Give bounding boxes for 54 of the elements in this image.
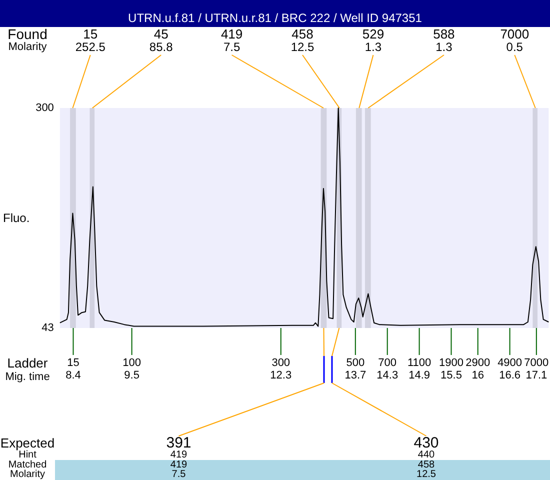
annotation: 1.3 <box>436 40 453 54</box>
text: 7.5 <box>172 469 186 480</box>
x-tick-label: 16.6 <box>499 370 521 382</box>
x-tick-label: 12.3 <box>270 370 292 382</box>
text: 458 <box>418 460 436 470</box>
annotation: 85.8 <box>149 40 174 54</box>
y-axis-title: Fluo. <box>2 211 30 225</box>
band-label: 529 <box>362 26 384 42</box>
text: Molarity <box>10 469 46 480</box>
text: 440 <box>418 450 436 460</box>
annotation: 2900 <box>466 357 490 369</box>
text: 419 <box>170 460 188 470</box>
text: Ladder <box>7 356 48 370</box>
x-tick-label: 8.4 <box>66 370 81 382</box>
text: Found <box>8 26 48 42</box>
annotation: 7.5 <box>223 40 240 54</box>
annotation: 700 <box>378 357 397 369</box>
annotation: 500 <box>346 357 365 369</box>
text: Molarity <box>8 41 48 53</box>
band-label: 45 <box>154 26 168 42</box>
annotation: 0.5 <box>506 40 524 54</box>
text: 12.5 <box>416 469 436 480</box>
text: Hint <box>18 450 37 460</box>
x-tick-label: 16 <box>472 370 484 382</box>
x-tick-label: 14.9 <box>408 370 430 382</box>
band-label: 419 <box>220 26 243 42</box>
annotation: 391 <box>166 434 192 452</box>
annotation: 1100 <box>407 357 432 369</box>
x-tick-label: 13.7 <box>344 370 366 382</box>
annotation: 252.5 <box>75 40 106 54</box>
text: 419 <box>170 450 188 460</box>
annotation: 300 <box>272 357 290 369</box>
x-tick-label: 17.1 <box>526 370 548 382</box>
annotation: 7000 <box>524 357 549 369</box>
annotation: 1900 <box>438 357 464 369</box>
x-tick-label: 9.5 <box>124 370 140 382</box>
band-label: 7000 <box>500 26 530 42</box>
chart-title: UTRN.u.f.81 / UTRN.u.r.81 / BRC 222 / Well ID 947351 <box>128 11 422 25</box>
x-tick-label: 15.5 <box>440 370 462 382</box>
annotation: 100 <box>122 357 141 369</box>
line-series <box>59 108 550 327</box>
y-tick-label: 43 <box>42 322 54 334</box>
text: Matched <box>8 460 47 470</box>
band-label: 15 <box>83 26 98 42</box>
x-axis-title: Mig. time <box>5 371 50 383</box>
annotation: 1.3 <box>364 40 382 54</box>
annotation: 430 <box>414 434 439 452</box>
band-label: 458 <box>292 26 314 42</box>
band-label: 588 <box>433 26 455 42</box>
annotation: 12.5 <box>290 40 314 54</box>
annotation: 4900 <box>498 357 522 369</box>
x-tick-label: 14.3 <box>376 370 398 382</box>
annotation: 15 <box>67 357 80 369</box>
text: Expected <box>0 436 55 450</box>
